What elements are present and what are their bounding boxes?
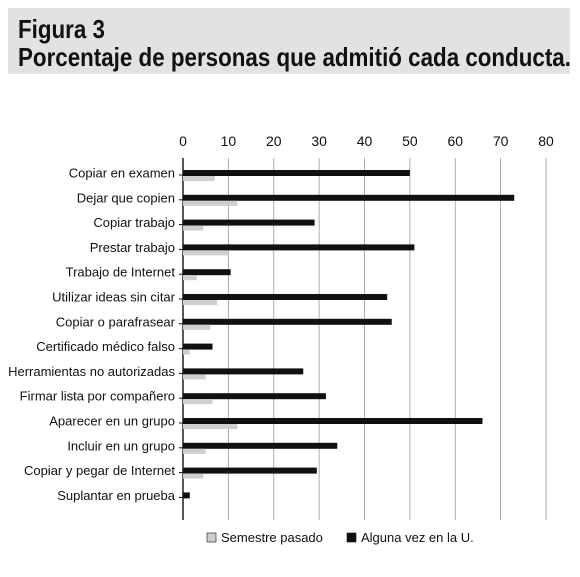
category-label: Trabajo de Internet <box>66 265 176 280</box>
bar-alguna-vez <box>183 442 338 449</box>
category-label: Incluir en un grupo <box>67 438 175 453</box>
bar-alguna-vez <box>183 467 317 474</box>
category-label: Dejar que copien <box>77 190 175 205</box>
bar-semestre-pasado <box>183 374 206 380</box>
bar-alguna-vez <box>183 269 231 276</box>
category-label: Herramientas no autorizadas <box>8 364 175 379</box>
x-tick-label: 50 <box>402 133 418 149</box>
bar-alguna-vez <box>183 393 326 400</box>
bar-alguna-vez <box>183 194 515 201</box>
category-label: Copiar en examen <box>69 166 175 181</box>
category-label: Copiar o parafrasear <box>56 314 176 329</box>
bar-semestre-pasado <box>183 473 204 479</box>
category-label: Utilizar ideas sin citar <box>52 290 175 305</box>
category-label: Copiar trabajo <box>93 215 175 230</box>
bar-semestre-pasado <box>183 225 204 231</box>
x-tick-label: 60 <box>447 133 463 149</box>
figure-label: Figura 3 <box>18 14 105 44</box>
bar-alguna-vez <box>183 170 410 176</box>
bar-semestre-pasado <box>183 300 218 305</box>
bar-semestre-pasado <box>183 324 211 330</box>
bar-semestre-pasado <box>183 250 229 256</box>
x-tick-label: 80 <box>538 133 554 149</box>
title-band: Figura 3 Porcentaje de personas que admi… <box>8 8 571 74</box>
x-tick-label: 0 <box>179 133 187 149</box>
legend-label: Alguna vez en la U. <box>361 530 474 545</box>
x-tick-label: 70 <box>493 133 509 149</box>
bar-semestre-pasado <box>183 399 213 405</box>
x-tick-label: 10 <box>221 133 237 149</box>
bar-semestre-pasado <box>183 275 197 281</box>
bar-alguna-vez <box>183 418 483 424</box>
bar-alguna-vez <box>183 219 315 226</box>
bar-alguna-vez <box>183 244 415 251</box>
bar-semestre-pasado <box>183 424 238 429</box>
bar-semestre-pasado <box>183 200 238 206</box>
legend-swatch <box>346 532 357 543</box>
category-label: Suplantar en prueba <box>57 488 176 503</box>
bar-alguna-vez <box>183 343 213 350</box>
figure-title: Porcentaje de personas que admitió cada … <box>18 42 571 72</box>
x-tick-label: 20 <box>266 133 282 149</box>
legend-swatch <box>206 532 217 543</box>
category-label: Prestar trabajo <box>90 240 175 255</box>
bar-semestre-pasado <box>183 448 206 454</box>
category-label: Aparecer en un grupo <box>49 414 175 429</box>
bar-semestre-pasado <box>183 176 215 181</box>
x-tick-label: 40 <box>357 133 373 149</box>
bar-alguna-vez <box>183 318 392 325</box>
category-label: Firmar lista por compañero <box>20 389 175 404</box>
bar-semestre-pasado <box>183 349 190 355</box>
bar-alguna-vez <box>183 368 304 375</box>
category-label: Copiar y pegar de Internet <box>24 463 175 478</box>
legend-label: Semestre pasado <box>221 530 323 545</box>
category-label: Certificado médico falso <box>36 339 175 354</box>
x-tick-label: 30 <box>311 133 327 149</box>
bar-alguna-vez <box>183 294 388 300</box>
bar-alguna-vez <box>183 492 190 499</box>
